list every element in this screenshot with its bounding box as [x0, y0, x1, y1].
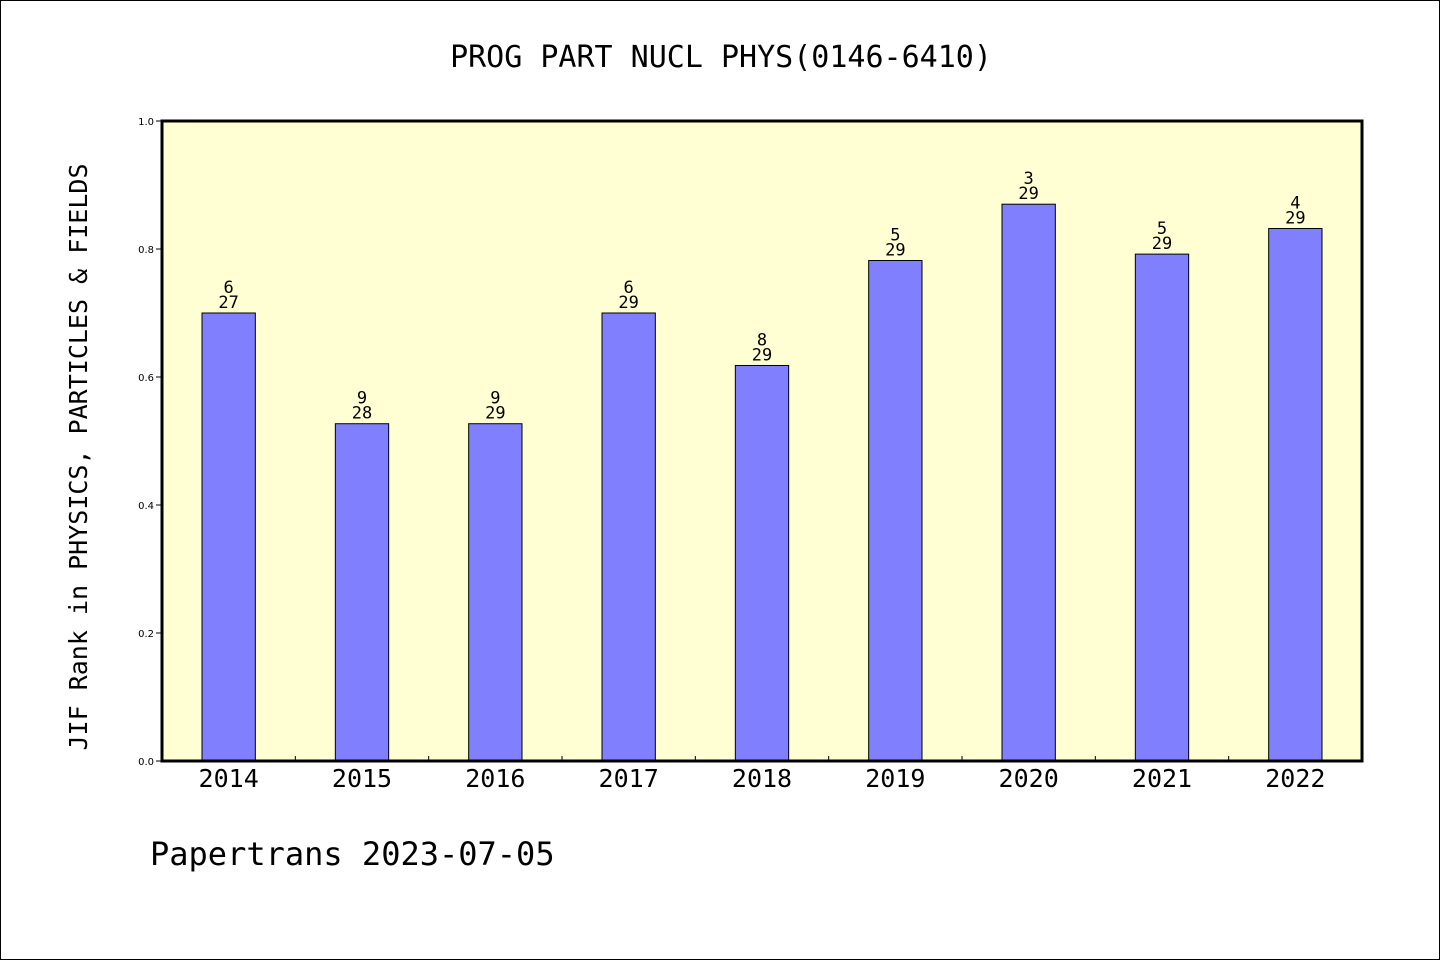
bar-2015 [334, 423, 390, 762]
x-tick-label: 2020 [999, 764, 1059, 793]
bar-2017 [601, 312, 656, 762]
x-ticks-layer: 2014 2015 2016 2017 2018 2019 2020 2021 2022 [199, 756, 1325, 793]
bar-rank-label: 6 [624, 278, 634, 298]
bar-total-label: 29 [1018, 184, 1038, 204]
y-tick-label: 0.4 [138, 501, 154, 512]
bar-rank-label: 9 [357, 389, 367, 409]
bar-2019 [868, 260, 923, 762]
bar-rank-label: 6 [224, 278, 234, 298]
bar-2020 [1001, 203, 1056, 762]
bar-rank-label: 5 [890, 226, 900, 246]
bar-total-label: 27 [218, 293, 238, 313]
bar-total-label: 29 [1285, 209, 1305, 229]
chart-title: PROG PART NUCL PHYS(0146-6410) [450, 40, 992, 75]
bar-total-label: 29 [885, 241, 905, 261]
bar-rank-label: 4 [1290, 194, 1300, 214]
y-tick-label: 1.0 [138, 117, 154, 128]
y-tick-label: 0.2 [138, 629, 154, 640]
x-tick-label: 2019 [865, 764, 925, 793]
bar-total-label: 29 [618, 293, 638, 313]
y-ticks-layer: 0.0 0.2 0.4 0.6 0.8 1.0 [138, 117, 162, 768]
y-tick-label: 0.6 [138, 373, 154, 384]
x-tick-label: 2014 [199, 764, 259, 793]
bar-total-label: 29 [485, 404, 505, 424]
x-tick-label: 2016 [465, 764, 525, 793]
bar-total-label: 29 [1152, 234, 1172, 254]
x-tick-label: 2018 [732, 764, 792, 793]
x-tick-label: 2015 [332, 764, 392, 793]
footer-text: Papertrans 2023-07-05 [150, 835, 555, 873]
x-tick-label: 2022 [1265, 764, 1325, 793]
y-axis-label: JIF Rank in PHYSICS, PARTICLES & FIELDS [64, 164, 93, 751]
bar-rank-label: 5 [1157, 219, 1167, 239]
bar-2021 [1134, 253, 1190, 762]
bar-rank-label: 8 [757, 330, 767, 350]
y-tick-label: 0.0 [138, 757, 154, 768]
bar-2018 [734, 364, 790, 762]
bar-2016 [468, 423, 523, 762]
x-tick-label: 2021 [1132, 764, 1192, 793]
bar-rank-label: 9 [490, 389, 500, 409]
bar-rank-label: 3 [1024, 169, 1034, 189]
bar-total-label: 28 [352, 404, 372, 424]
bar-2022 [1268, 228, 1323, 762]
bar-2014 [201, 312, 256, 762]
bar-total-label: 29 [752, 345, 772, 365]
plot-border [160, 119, 1364, 763]
x-tick-label: 2017 [599, 764, 659, 793]
y-tick-label: 0.8 [138, 245, 154, 256]
